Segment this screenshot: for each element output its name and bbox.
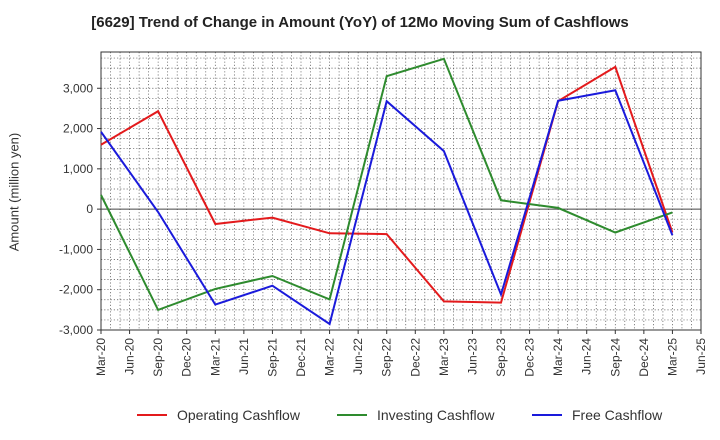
legend-swatch xyxy=(337,414,367,416)
x-tick-label: Dec-24 xyxy=(637,338,651,377)
x-tick-label: Jun-21 xyxy=(237,338,251,375)
x-tick-label: Sep-23 xyxy=(494,338,508,377)
x-tick-label: Mar-20 xyxy=(94,338,108,376)
y-tick-layer: 3,000 2,000 1,000 0 -1,000 -2,000 -3,000 xyxy=(59,81,93,337)
x-tick-label: Dec-22 xyxy=(408,338,422,377)
grid-layer xyxy=(100,52,702,331)
x-tick-label: Jun-24 xyxy=(580,338,594,375)
legend-label: Operating Cashflow xyxy=(177,407,300,423)
series-layer xyxy=(100,57,674,326)
x-tick-label: Sep-21 xyxy=(265,338,279,377)
legend-item-operating-cashflow: Operating Cashflow xyxy=(137,404,300,426)
legend-item-free-cashflow: Free Cashflow xyxy=(532,404,662,426)
x-tick-label: Sep-22 xyxy=(380,338,394,377)
investing-cashflow-line xyxy=(100,57,673,312)
free-cashflow-line xyxy=(100,89,674,326)
x-tick-label: Jun-23 xyxy=(465,338,479,375)
legend-label: Free Cashflow xyxy=(572,407,663,423)
y-tick-label: 2,000 xyxy=(63,122,93,136)
x-tick-layer: Mar-20 Jun-20 Sep-20 Dec-20 Mar-21 Jun-21 Sep-… xyxy=(94,338,708,377)
y-tick-label: -3,000 xyxy=(59,323,93,337)
x-tick-label: Sep-24 xyxy=(608,338,622,377)
x-tick-label: Mar-23 xyxy=(437,338,451,376)
legend-swatch xyxy=(532,414,562,416)
legend-swatch xyxy=(137,414,167,416)
x-tick-label: Jun-22 xyxy=(351,338,365,375)
y-tick-label: 0 xyxy=(86,202,93,216)
x-tick-label: Sep-20 xyxy=(151,338,165,377)
x-tick-label: Jun-25 xyxy=(694,338,708,375)
axis-layer xyxy=(97,51,702,334)
x-tick-label: Mar-25 xyxy=(665,338,679,376)
x-tick-label: Dec-23 xyxy=(523,338,537,377)
y-tick-label: 1,000 xyxy=(63,162,93,176)
x-tick-label: Jun-20 xyxy=(123,338,137,375)
x-tick-label: Dec-21 xyxy=(294,338,308,377)
x-tick-label: Mar-21 xyxy=(208,338,222,376)
chart-plot: 3,000 2,000 1,000 0 -1,000 -2,000 -3,000 Mar-2… xyxy=(59,51,708,377)
x-tick-label: Mar-22 xyxy=(323,338,337,376)
x-tick-label: Dec-20 xyxy=(180,338,194,377)
y-tick-label: 3,000 xyxy=(63,81,93,95)
chart-title: [6629] Trend of Change in Amount (YoY) o… xyxy=(91,14,629,31)
legend: Operating Cashflow Investing Cashflow Free… xyxy=(0,404,720,426)
legend-label: Investing Cashflow xyxy=(377,407,495,423)
y-tick-label: -2,000 xyxy=(59,283,93,297)
legend-item-investing-cashflow: Investing Cashflow xyxy=(337,404,495,426)
plot-border xyxy=(100,51,702,331)
y-tick-label: -1,000 xyxy=(59,242,93,256)
x-tick-label: Mar-24 xyxy=(551,338,565,376)
operating-cashflow-line xyxy=(100,65,674,304)
